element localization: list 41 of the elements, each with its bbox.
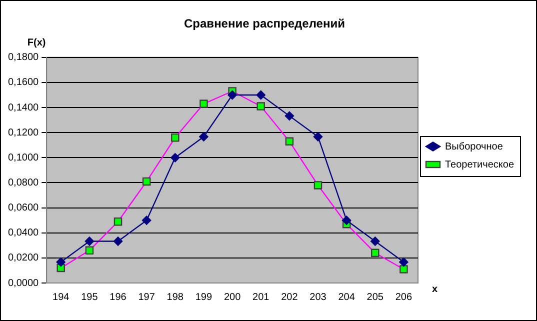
x-tick-label: 201 <box>252 292 270 303</box>
y-tick-label: 0,1000 <box>8 152 40 164</box>
x-tick-label: 202 <box>281 292 298 303</box>
x-tick-label: 195 <box>81 292 98 303</box>
y-tick-label: 0,0200 <box>8 252 40 264</box>
y-tick-label: 0,1600 <box>8 77 40 88</box>
y-axis-title: F(x) <box>27 37 46 48</box>
point <box>284 111 294 121</box>
x-tick-label: 200 <box>224 292 242 303</box>
x-tick-label: 205 <box>366 292 384 303</box>
x-axis-title: x <box>432 284 438 295</box>
point <box>399 257 408 267</box>
point <box>56 257 66 267</box>
chart-title: Сравнение распределений <box>184 16 345 31</box>
y-tick-label: 0,0000 <box>8 278 40 289</box>
point <box>370 236 380 246</box>
y-tick-label: 0,0400 <box>8 228 40 239</box>
point <box>256 90 266 100</box>
point <box>113 236 123 246</box>
x-tick-label: 196 <box>110 292 127 303</box>
y-tick-label: 0,1400 <box>8 102 40 114</box>
point <box>228 90 237 100</box>
x-tick-label: 204 <box>338 292 356 303</box>
point <box>313 132 323 142</box>
x-tick-label: 199 <box>195 292 212 303</box>
x-tick-label: 203 <box>310 292 327 303</box>
point <box>342 216 352 225</box>
point <box>170 153 180 162</box>
point <box>199 132 208 142</box>
point <box>142 216 152 225</box>
y-tick-label: 0,0600 <box>8 202 40 214</box>
x-tick-label: 206 <box>395 292 412 303</box>
y-tick-label: 0,1200 <box>8 127 40 138</box>
legend-label: Выборочное <box>444 141 504 152</box>
y-tick-label: 0,0800 <box>8 177 40 188</box>
point <box>84 236 94 246</box>
x-tick-label: 194 <box>52 292 70 303</box>
legend-label: Теоретическое <box>444 159 514 170</box>
y-tick-label: 0,1800 <box>8 52 40 64</box>
x-tick-label: 198 <box>166 292 184 303</box>
x-tick-label: 197 <box>138 292 156 303</box>
